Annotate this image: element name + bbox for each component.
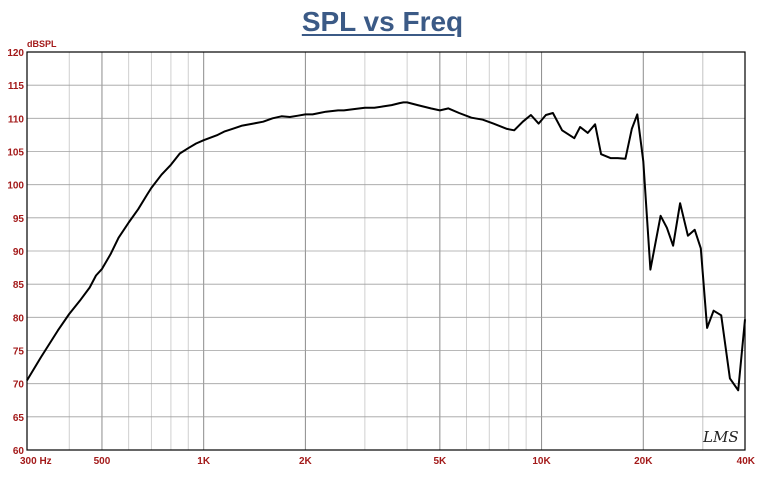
x-tick-label: 1K: [197, 456, 211, 467]
y-tick-label: 110: [8, 114, 25, 125]
y-tick-label: 115: [8, 81, 25, 92]
y-tick-label: 85: [13, 280, 25, 291]
y-tick-label: 75: [13, 347, 25, 358]
y-tick-label: 100: [7, 181, 24, 192]
y-tick-label: 90: [13, 247, 25, 258]
y-tick-label: 95: [13, 214, 25, 225]
x-tick-label: 10K: [532, 456, 551, 467]
x-tick-label: 300 Hz: [20, 456, 52, 467]
plot-frame: [26, 51, 746, 451]
y-tick-label: 70: [13, 380, 25, 391]
y-tick-labels: 60 65 70 75 80 85 90 95 100 105 110 115 120: [7, 48, 24, 457]
x-tick-label: 20K: [634, 456, 653, 467]
lms-logo: LMS: [702, 428, 739, 446]
y-tick-label: 80: [13, 313, 25, 324]
y-tick-label: 120: [7, 48, 24, 59]
x-tick-labels: 300 Hz 500 1K 2K 5K 10K 20K 40K: [20, 456, 756, 467]
y-axis-label: dBSPL: [27, 39, 57, 49]
y-tick-label: 65: [13, 413, 25, 424]
x-tick-label: 5K: [433, 456, 447, 467]
x-tick-label: 40K: [737, 456, 756, 467]
major-grid: [26, 52, 746, 450]
y-tick-label: 60: [13, 446, 25, 457]
x-tick-label: 500: [94, 456, 111, 467]
chart-title: SPL vs Freq: [301, 6, 464, 37]
x-tick-label: 2K: [299, 456, 313, 467]
spl-response-line: [26, 101, 746, 392]
y-tick-label: 105: [7, 148, 24, 159]
